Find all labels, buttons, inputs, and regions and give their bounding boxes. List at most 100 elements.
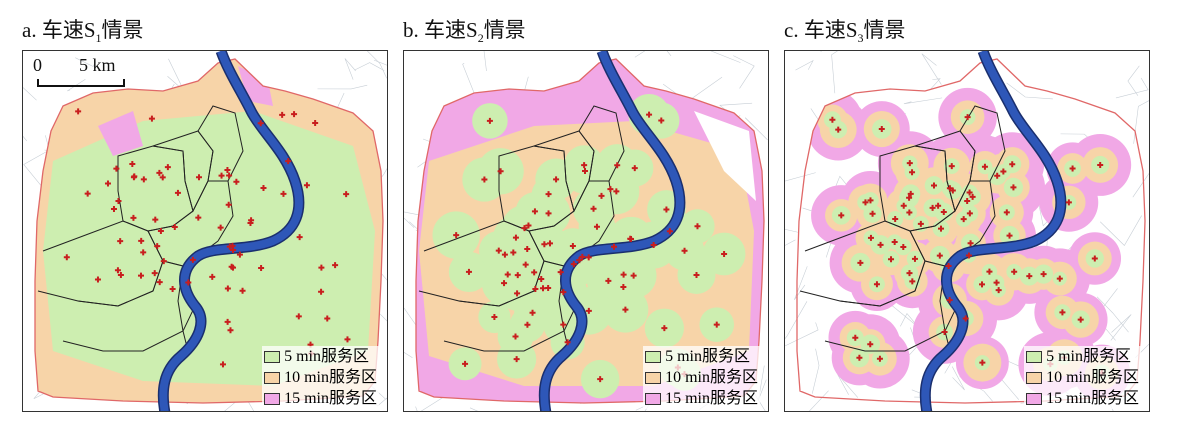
facility-marker [576, 257, 583, 264]
road-segment [809, 390, 829, 411]
facility-marker [260, 185, 267, 192]
facility-marker [296, 234, 303, 241]
road-segment [930, 78, 941, 89]
facility-marker [117, 272, 124, 279]
panel-b-title: b. 车速S2情景 [403, 18, 526, 46]
facility-marker [291, 111, 298, 118]
facility-marker [906, 270, 913, 277]
facility-marker [713, 321, 720, 328]
facility-marker [995, 287, 1002, 294]
facility-marker [979, 281, 986, 288]
road-segment [744, 117, 768, 141]
legend-label-5min: 5 min服务区 [284, 348, 369, 365]
facility-marker [835, 126, 842, 133]
facility-marker [130, 174, 137, 181]
facility-marker [504, 271, 511, 278]
facility-marker [233, 178, 240, 185]
facility-marker [867, 197, 874, 204]
facility-marker [631, 165, 638, 172]
legend-item-5min: 5 min服务区 [645, 346, 758, 367]
road-segment [785, 239, 796, 246]
road-segment [317, 84, 368, 90]
facility-marker [154, 243, 161, 250]
road-segment [1115, 77, 1149, 99]
facility-marker [501, 251, 508, 258]
facility-marker [582, 167, 589, 174]
facility-marker [171, 224, 178, 231]
facility-marker [110, 206, 117, 213]
facility-marker [888, 256, 895, 263]
facility-marker [525, 222, 532, 229]
facility-marker [501, 280, 508, 287]
facility-marker [295, 313, 302, 320]
facility-marker [581, 162, 588, 169]
legend-swatch-5min [1026, 350, 1043, 363]
facility-marker [593, 223, 600, 230]
road-segment [1135, 343, 1149, 358]
facility-marker [514, 272, 521, 279]
facility-marker [247, 219, 254, 226]
legend-item-15min: 15 min服务区 [264, 388, 377, 409]
facility-layer [63, 108, 351, 368]
facility-marker [946, 297, 953, 304]
facility-marker [907, 190, 914, 197]
facility-marker [151, 270, 158, 277]
facility-marker [694, 223, 701, 230]
facility-marker [569, 242, 576, 249]
facility-marker [1091, 255, 1098, 262]
service-area-15min [98, 111, 143, 156]
road-segment [23, 87, 37, 101]
legend-label-10min: 10 min服务区 [284, 369, 377, 386]
legend-item-10min: 10 min服务区 [1026, 367, 1139, 388]
legend-label-10min: 10 min服务区 [1046, 369, 1139, 386]
scale-five-label: 5 km [79, 55, 116, 75]
legend-b: 5 min服务区 10 min服务区 15 min服务区 [643, 346, 760, 409]
facility-marker [344, 336, 351, 343]
facility-marker [564, 339, 571, 346]
facility-marker [160, 258, 167, 265]
facility-marker [948, 163, 955, 170]
legend-swatch-5min [264, 350, 281, 363]
facility-marker [1065, 199, 1072, 206]
map-panel-b: 5 min服务区 10 min服务区 15 min服务区 [403, 50, 769, 412]
facility-marker [486, 117, 493, 124]
facility-marker [946, 185, 953, 192]
facility-marker [986, 268, 993, 275]
road-segment [1127, 65, 1140, 96]
road-segment [785, 301, 808, 340]
facility-marker [693, 271, 700, 278]
facility-marker [867, 234, 874, 241]
city-boundary [415, 58, 765, 404]
facility-marker [156, 279, 163, 286]
road-segment [911, 389, 932, 398]
road-segment [344, 58, 356, 80]
facility-marker [159, 174, 166, 181]
road-segment [1100, 215, 1142, 246]
city-boundary [796, 58, 1146, 404]
facility-marker [104, 180, 111, 187]
facility-marker [661, 325, 668, 332]
facility-marker [585, 254, 592, 261]
road-segment [462, 62, 475, 95]
facility-marker [1097, 161, 1104, 168]
legend-item-15min: 15 min服务区 [1026, 388, 1139, 409]
road-segment [1132, 172, 1149, 198]
facility-marker [491, 314, 498, 321]
map-panel-c: 5 min服务区 10 min服务区 15 min服务区 [784, 50, 1150, 412]
facility-marker [964, 197, 971, 204]
facility-marker [113, 165, 120, 172]
legend-item-5min: 5 min服务区 [264, 346, 377, 367]
facility-marker [994, 172, 1001, 179]
legend-swatch-15min [264, 392, 281, 405]
facility-marker [226, 172, 233, 179]
facility-marker [892, 215, 899, 222]
facility-marker [219, 361, 226, 368]
legend-label-15min: 15 min服务区 [1046, 390, 1139, 407]
facility-marker [611, 243, 618, 250]
district-boundary [959, 105, 1006, 182]
road-segment [373, 59, 387, 66]
facility-marker [94, 276, 101, 283]
facility-marker [964, 114, 971, 121]
facility-marker [721, 250, 728, 257]
facility-marker [981, 163, 988, 170]
